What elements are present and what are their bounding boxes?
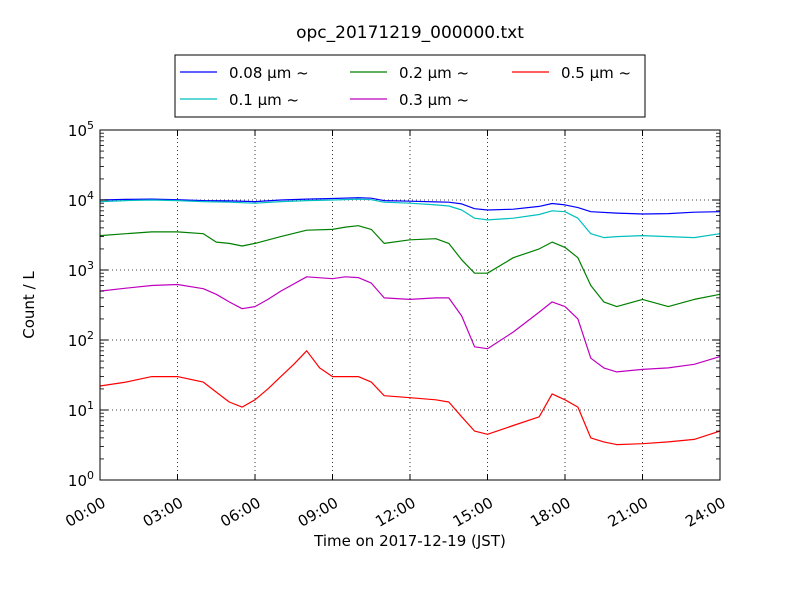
series-line-1 xyxy=(99,198,721,239)
series-line-2 xyxy=(99,225,721,308)
series-line-0 xyxy=(99,197,721,215)
y-tick-label: 104 xyxy=(68,189,94,210)
legend-box xyxy=(174,54,646,118)
y-tick-label: 102 xyxy=(68,329,94,350)
y-tick-label: 105 xyxy=(68,119,94,140)
series-line-4 xyxy=(99,350,721,446)
legend-label-4: 0.5 μm ~ xyxy=(561,64,631,82)
series-line-3 xyxy=(99,276,721,373)
legend-label-3: 0.3 μm ~ xyxy=(399,91,469,109)
y-tick-label: 101 xyxy=(68,399,94,420)
x-axis-label: Time on 2017-12-19 (JST) xyxy=(313,532,506,550)
y-axis-label: Count / L xyxy=(20,271,38,339)
legend-label-0: 0.08 μm ~ xyxy=(229,64,309,82)
legend-label-2: 0.2 μm ~ xyxy=(399,64,469,82)
legend-label-1: 0.1 μm ~ xyxy=(229,91,299,109)
series-layer xyxy=(99,197,721,446)
y-axis: 100 101 102 103 104 105 xyxy=(68,119,720,490)
chart-title: opc_20171219_000000.txt xyxy=(296,23,524,43)
y-tick-label: 103 xyxy=(68,259,94,280)
legend: 0.08 μm ~ 0.1 μm ~ 0.2 μm ~ 0.3 μm ~ 0.5 μm … xyxy=(174,54,646,118)
y-tick-label: 100 xyxy=(68,469,94,490)
